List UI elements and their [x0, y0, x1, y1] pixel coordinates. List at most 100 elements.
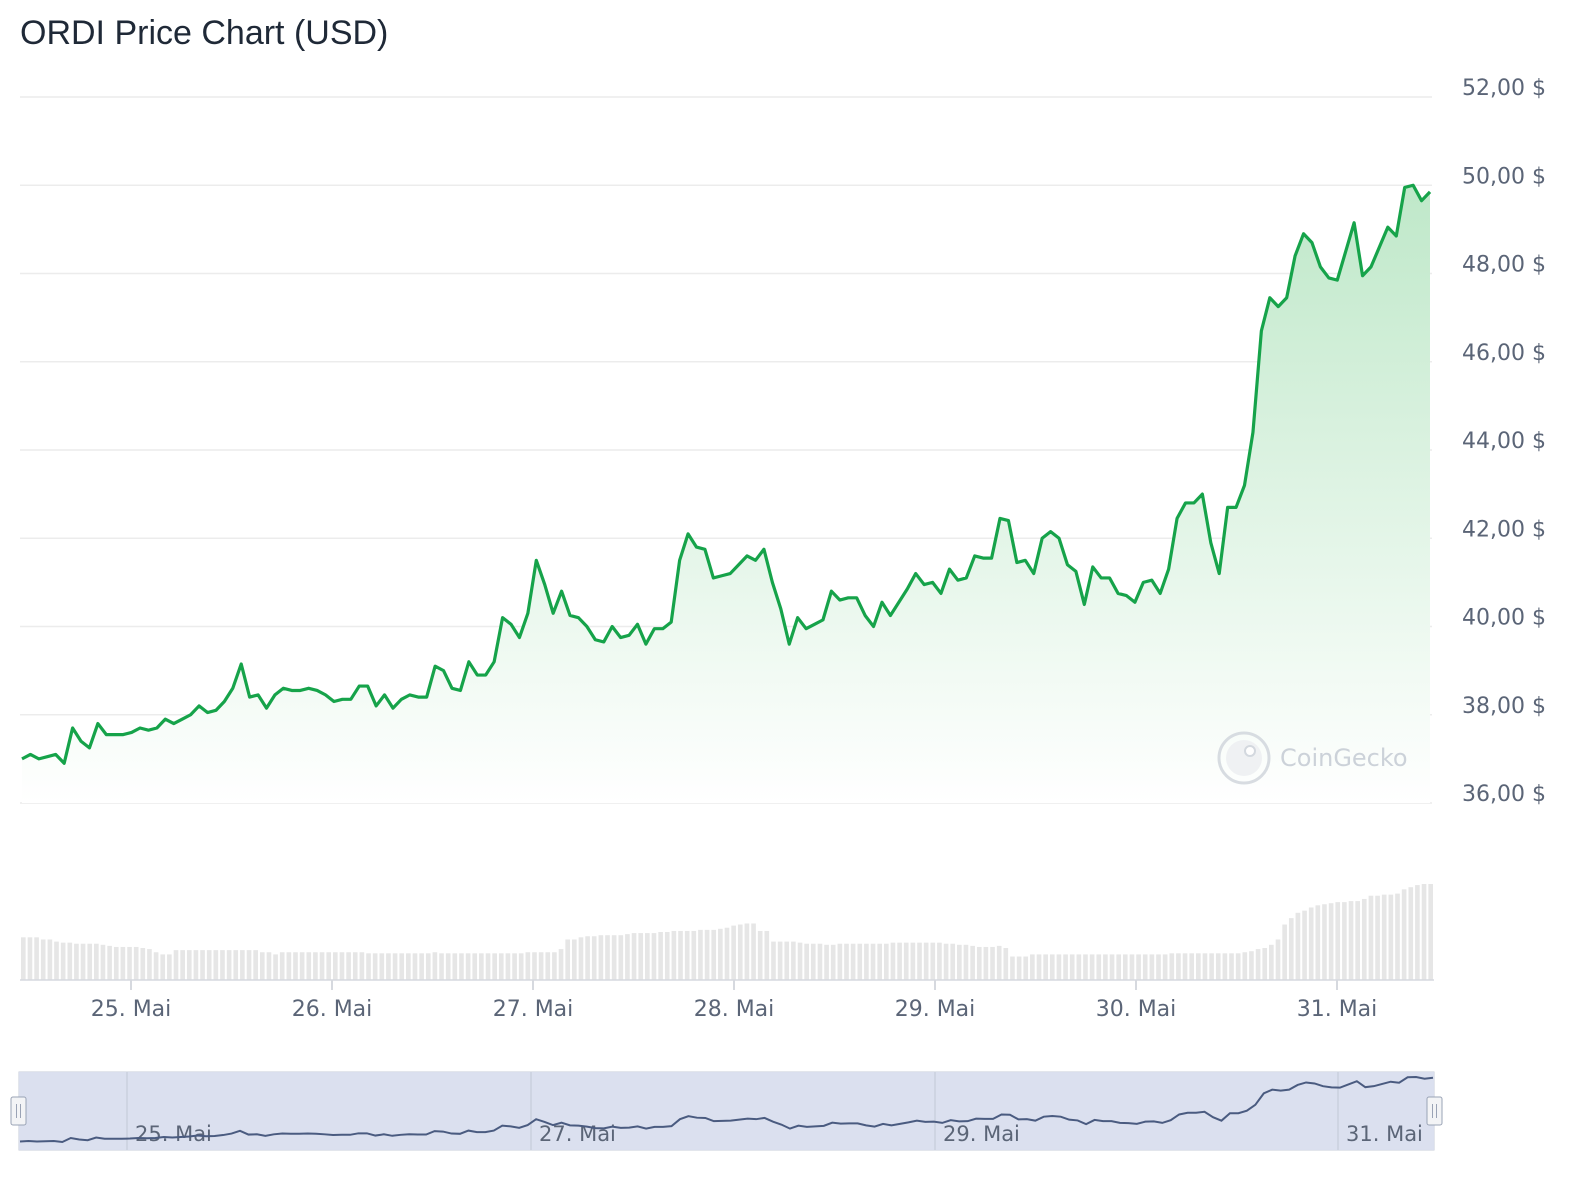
- y-axis: 36,00 $ 38,00 $ 40,00 $ 42,00 $ 44,00 $ 46,00…: [1462, 76, 1546, 807]
- navigator-right-handle[interactable]: [1426, 1096, 1443, 1126]
- volume-bar: [54, 941, 59, 980]
- volume-bar: [1129, 954, 1135, 980]
- volume-bar: [273, 954, 278, 980]
- volume-bar: [173, 950, 179, 980]
- volume-bar: [678, 930, 683, 980]
- volume-bar: [1142, 954, 1148, 980]
- volume-bar: [658, 932, 663, 980]
- volume-bar: [167, 954, 172, 980]
- volume-bars: [21, 884, 1433, 980]
- volume-bar: [120, 946, 126, 980]
- volume-bar: [1242, 952, 1248, 980]
- volume-bar: [1169, 953, 1175, 980]
- gecko-logo-fill: [1226, 740, 1262, 776]
- y-tick-label: 36,00 $: [1462, 782, 1546, 807]
- volume-bar: [645, 933, 650, 980]
- y-tick-label: 48,00 $: [1462, 253, 1546, 278]
- navigator-left-handle[interactable]: [10, 1096, 27, 1126]
- x-tick-label: 28. Mai: [694, 997, 775, 1022]
- navigator-line: [19, 1075, 1434, 1144]
- volume-bar: [704, 929, 710, 980]
- volume-bar: [923, 942, 929, 980]
- volume-bar: [1089, 954, 1095, 980]
- volume-bar: [711, 929, 717, 980]
- volume-bar: [372, 953, 378, 980]
- volume-bar: [47, 939, 53, 980]
- x-tick-label: 29. Mai: [895, 997, 976, 1022]
- volume-bar: [1255, 949, 1261, 980]
- volume-bar: [100, 944, 106, 980]
- volume-bar: [246, 950, 252, 980]
- y-tick-label: 46,00 $: [1462, 341, 1546, 366]
- x-tick-label: 26. Mai: [292, 997, 373, 1022]
- volume-bar: [286, 952, 292, 980]
- volume-bar: [472, 953, 478, 980]
- volume-bar: [963, 944, 969, 980]
- volume-bar: [1109, 954, 1115, 980]
- volume-bar: [757, 930, 763, 980]
- volume-bar: [585, 936, 590, 980]
- volume-bar: [684, 930, 690, 980]
- volume-bar: [1069, 954, 1075, 980]
- navigator-selection[interactable]: [19, 1072, 1434, 1150]
- volume-bar: [1023, 956, 1029, 980]
- volume-bar: [651, 933, 657, 980]
- volume-bar: [890, 942, 896, 980]
- volume-bar: [751, 923, 756, 980]
- volume-bar: [996, 945, 1002, 980]
- volume-bar: [1348, 901, 1354, 980]
- volume-bar: [850, 943, 856, 980]
- y-tick-label: 44,00 $: [1462, 429, 1546, 454]
- chart-title: ORDI Price Chart (USD): [20, 14, 389, 52]
- volume-bar: [392, 953, 398, 980]
- y-tick-label: 38,00 $: [1462, 694, 1546, 719]
- volume-bar: [1361, 898, 1367, 980]
- volume-bar: [970, 945, 975, 980]
- range-navigator[interactable]: 25. Mai 27. Mai 29. Mai 31. Mai: [10, 1071, 1443, 1151]
- volume-bar: [1315, 905, 1321, 980]
- volume-bar: [419, 953, 424, 980]
- volume-bar: [930, 942, 936, 980]
- volume-bar: [1408, 887, 1414, 980]
- volume-bar: [485, 953, 491, 980]
- volume-bar: [797, 942, 803, 980]
- volume-bar: [943, 943, 949, 980]
- navigator-ticks: 25. Mai 27. Mai 29. Mai 31. Mai: [126, 1072, 1423, 1150]
- volume-bar: [1209, 953, 1214, 980]
- volume-bar: [259, 952, 265, 980]
- volume-bar: [445, 953, 451, 980]
- volume-bar: [731, 925, 736, 980]
- volume-bar: [565, 939, 570, 980]
- x-tick-label: 25. Mai: [91, 997, 172, 1022]
- volume-bar: [1342, 902, 1347, 980]
- volume-bar: [1003, 948, 1009, 980]
- volume-bar: [266, 952, 272, 980]
- volume-bar: [910, 942, 916, 980]
- volume-bar: [1249, 951, 1254, 980]
- volume-bar: [67, 942, 73, 980]
- volume-bar: [153, 952, 159, 980]
- volume-bar: [366, 953, 371, 980]
- volume-bar: [664, 932, 670, 980]
- volume-bar: [817, 943, 823, 980]
- volume-bar: [127, 946, 132, 980]
- gecko-logo-icon: [1217, 731, 1271, 785]
- volume-bar: [34, 937, 39, 980]
- volume-bar: [1229, 953, 1234, 980]
- volume-bar: [339, 952, 345, 980]
- volume-bar: [698, 929, 703, 980]
- volume-bar: [1368, 895, 1374, 980]
- volume-bar: [764, 930, 770, 980]
- volume-bar: [1056, 954, 1062, 980]
- volume-bar: [279, 952, 285, 980]
- volume-bar: [432, 952, 438, 980]
- volume-bar: [133, 946, 139, 980]
- volume-bar: [737, 924, 743, 980]
- volume-bar: [160, 954, 166, 980]
- volume-bar: [206, 950, 212, 980]
- volume-bar: [1030, 954, 1035, 980]
- volume-bar: [618, 935, 624, 980]
- volume-bar: [452, 953, 458, 980]
- price-line[interactable]: [21, 183, 1432, 765]
